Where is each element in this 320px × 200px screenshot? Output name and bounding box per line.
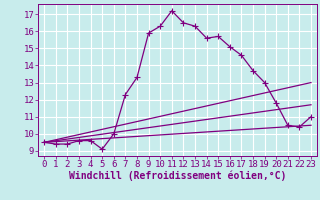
X-axis label: Windchill (Refroidissement éolien,°C): Windchill (Refroidissement éolien,°C)	[69, 171, 286, 181]
